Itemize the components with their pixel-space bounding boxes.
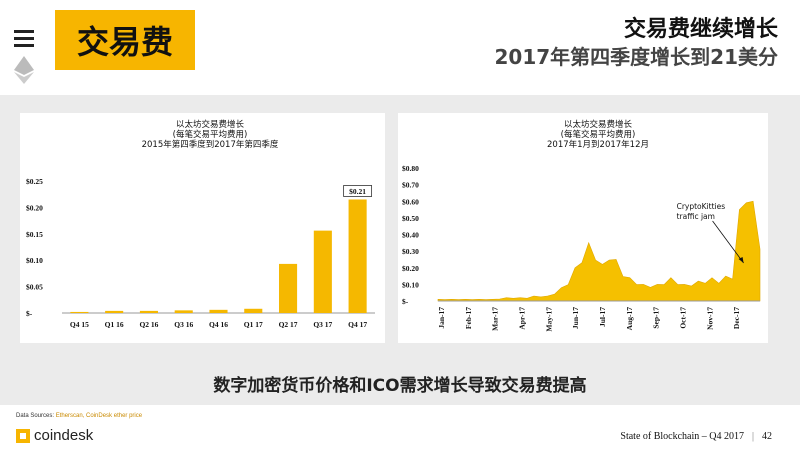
bar xyxy=(244,308,263,313)
bar xyxy=(313,230,332,313)
bar xyxy=(348,199,367,313)
bar xyxy=(209,309,228,313)
y-tick-label: $- xyxy=(26,309,33,318)
chart-title-line: 2017年1月到2017年12月 xyxy=(547,139,649,150)
y-tick-label: $- xyxy=(402,297,409,306)
chart-title-line: (每笔交易平均费用) xyxy=(173,129,248,140)
x-tick-label: Q4 16 xyxy=(209,320,228,329)
x-tick-label: Aug-17 xyxy=(625,307,634,331)
report-title: State of Blockchain – Q4 2017 xyxy=(620,431,744,442)
content-area: 以太坊交易费增长 (每笔交易平均费用) 2015年第四季度到2017年第四季度 $- $… xyxy=(0,95,800,405)
report-info: State of Blockchain – Q4 2017 | 42 xyxy=(620,431,772,442)
quarterly-fee-chart: 以太坊交易费增长 (每笔交易平均费用) 2015年第四季度到2017年第四季度 $- $… xyxy=(20,113,385,343)
monthly-fee-svg: 以太坊交易费增长(每笔交易平均费用)2017年1月到2017年12月 $- $0.1… xyxy=(402,119,761,332)
x-tick-label: Q2 17 xyxy=(279,320,298,329)
slide-caption: 数字加密货币价格和ICO需求增长导致交易费提高 xyxy=(213,376,587,396)
x-tick-label: Q1 16 xyxy=(105,320,124,329)
annotation-pointer xyxy=(712,220,744,264)
x-tick-label: Jan-17 xyxy=(437,307,446,329)
x-tick-label: Q3 16 xyxy=(174,320,193,329)
y-tick-label: $0.15 xyxy=(26,230,43,239)
y-tick-label: $0.10 xyxy=(402,280,419,289)
x-tick-label: Q4 15 xyxy=(70,320,89,329)
y-tick-label: $0.80 xyxy=(402,164,419,173)
ethereum-icon xyxy=(14,56,34,84)
slide-header: 交易费 交易费继续增长 2017年第四季度增长到21美分 xyxy=(0,0,800,95)
monthly-fee-chart: 以太坊交易费增长 (每笔交易平均费用) 2017年1月到2017年12月 $- $0.1… xyxy=(398,113,768,343)
bar xyxy=(139,310,158,313)
coindesk-logo: coindesk xyxy=(16,427,93,444)
x-tick-label: Jun-17 xyxy=(571,307,580,329)
y-tick-label: $0.10 xyxy=(26,256,43,265)
slide-title: 交易费继续增长 xyxy=(623,17,778,42)
x-tick-label: May-17 xyxy=(544,307,553,332)
bar xyxy=(279,263,298,313)
x-tick-label: Oct-17 xyxy=(679,307,688,329)
slide-footer: Data Sources: Etherscan, CoinDesk ether … xyxy=(0,405,800,450)
y-tick-label: $0.40 xyxy=(402,231,419,240)
chart-title-line: 以太坊交易费增长 xyxy=(176,119,245,130)
x-tick-label: Sep-17 xyxy=(652,307,661,329)
x-tick-label: Dec-17 xyxy=(732,307,741,329)
y-tick-label: $0.05 xyxy=(26,283,43,292)
chart-title-line: (每笔交易平均费用) xyxy=(561,129,636,140)
bar xyxy=(70,311,89,313)
bar xyxy=(174,310,193,313)
x-tick-label: Apr-17 xyxy=(518,307,527,330)
x-tick-label: Q2 16 xyxy=(139,320,158,329)
data-sources-value: Etherscan, CoinDesk ether price xyxy=(55,413,143,419)
bar-annotation-box xyxy=(343,185,373,197)
chart-title-line: 以太坊交易费增长 xyxy=(564,119,633,130)
x-tick-label: Jul-17 xyxy=(598,307,607,327)
annotation-arrowhead xyxy=(738,257,744,263)
x-tick-label: Nov-17 xyxy=(705,307,714,330)
y-tick-label: $0.20 xyxy=(26,203,43,212)
menu-icon[interactable] xyxy=(14,30,34,48)
x-tick-label: Q4 17 xyxy=(348,320,367,329)
quarterly-fee-svg: 以太坊交易费增长(每笔交易平均费用)2015年第四季度到2017年第四季度 $- $… xyxy=(26,119,375,329)
x-tick-label: Q3 17 xyxy=(313,320,332,329)
y-tick-label: $0.25 xyxy=(26,177,43,186)
chart-annotation-label: traffic jam xyxy=(677,212,715,221)
data-sources-label: Data Sources: xyxy=(16,413,55,419)
page-number: 42 xyxy=(762,431,772,442)
chart-title-line: 2015年第四季度到2017年第四季度 xyxy=(142,139,279,150)
x-tick-label: Mar-17 xyxy=(491,307,500,331)
data-sources: Data Sources: Etherscan, CoinDesk ether … xyxy=(16,413,142,419)
slide-subtitle: 2017年第四季度增长到21美分 xyxy=(494,45,779,69)
y-tick-label: $0.30 xyxy=(402,247,419,256)
bar-annotation-label: $0.21 xyxy=(349,187,366,196)
chart-annotation-label: CryptoKitties xyxy=(677,202,726,211)
x-tick-label: Feb-17 xyxy=(464,307,473,329)
bar xyxy=(105,310,124,313)
fee-area-series xyxy=(437,200,761,302)
slide-title-block: 交易费继续增长 2017年第四季度增长到21美分 xyxy=(495,16,779,70)
y-tick-label: $0.60 xyxy=(402,197,419,206)
x-tick-label: Q1 17 xyxy=(244,320,263,329)
coindesk-logo-text: coindesk xyxy=(34,427,94,444)
y-tick-label: $0.50 xyxy=(402,214,419,223)
section-badge: 交易费 xyxy=(55,10,195,70)
section-badge-text: 交易费 xyxy=(76,23,173,61)
y-tick-label: $0.20 xyxy=(402,264,419,273)
y-tick-label: $0.70 xyxy=(402,181,419,190)
coindesk-logo-icon xyxy=(16,428,30,443)
